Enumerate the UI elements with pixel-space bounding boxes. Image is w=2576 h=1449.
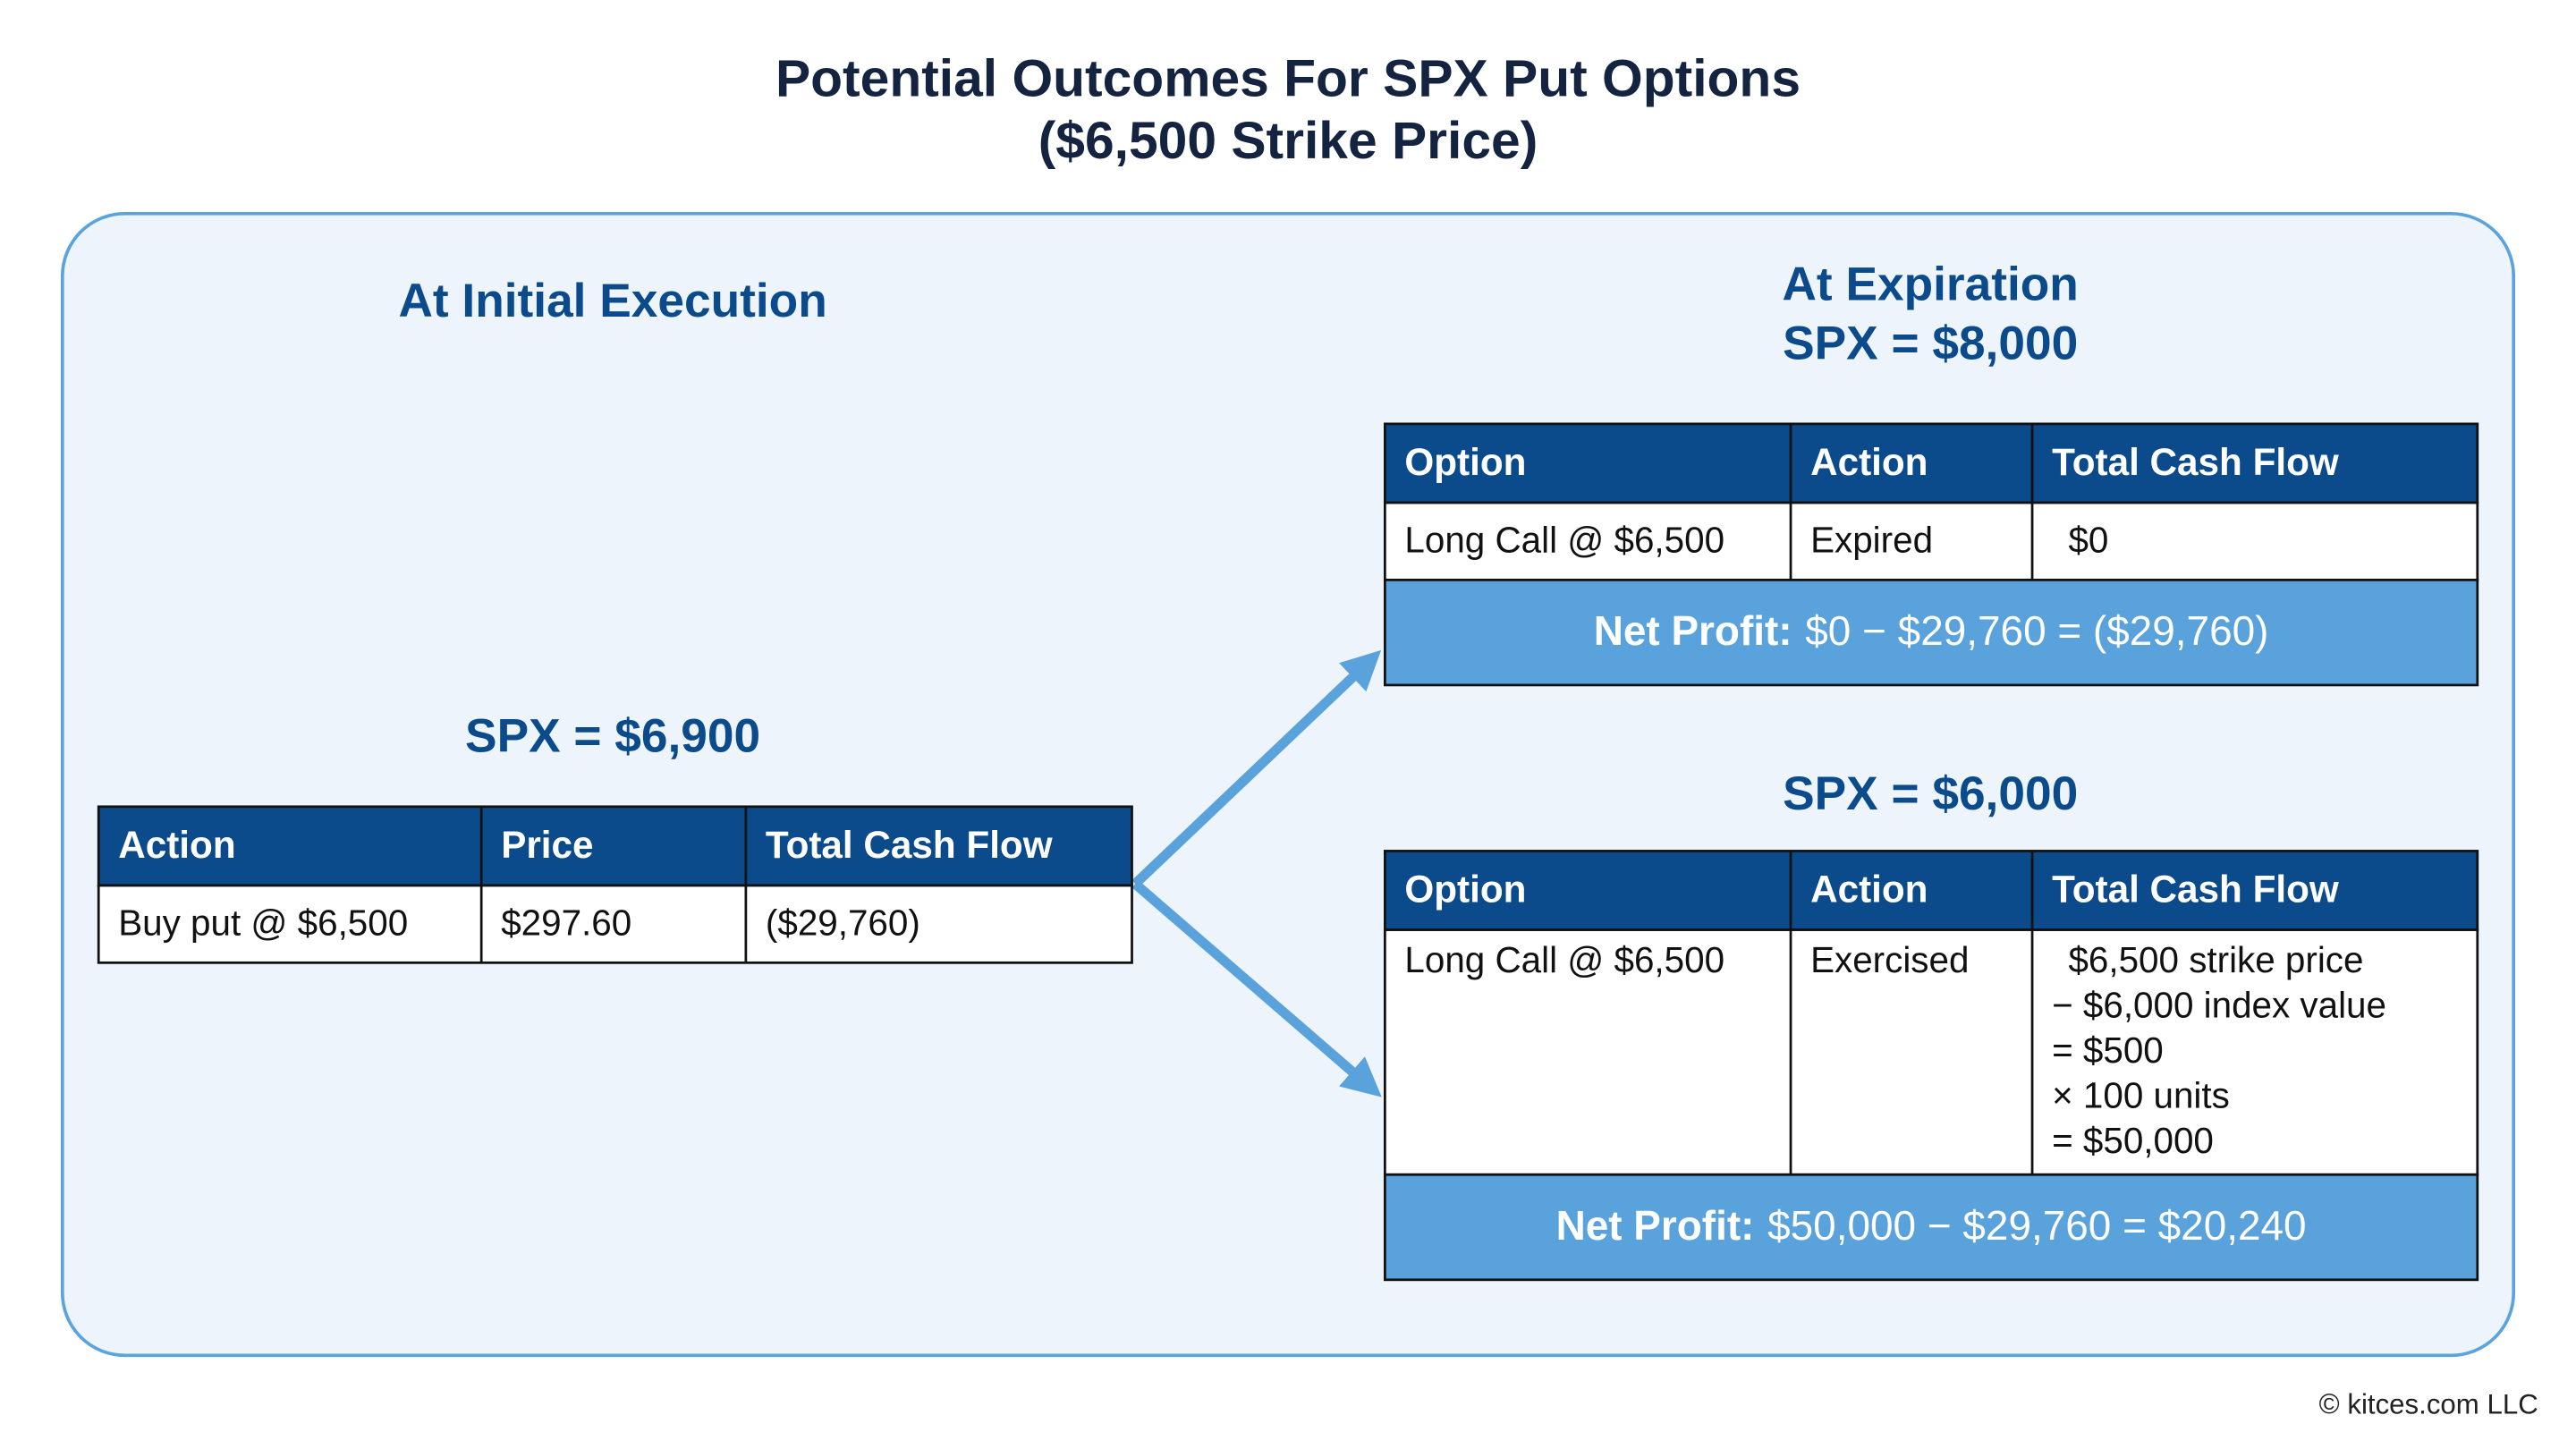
table-row [1383, 501, 2479, 581]
spx-label: SPX = $6,900 [465, 710, 760, 763]
net-profit: Net Profit: $0 − $29,760 = ($29,760) [1594, 607, 2269, 654]
table-header [97, 805, 1133, 887]
cell: $6,500 strike price [2068, 939, 2363, 980]
header-cell: Total Cash Flow [2052, 441, 2339, 483]
net-profit-row [1383, 578, 2479, 687]
net-profit-row [1383, 1173, 2479, 1282]
arrow [1131, 879, 1382, 1097]
header-cell: Total Cash Flow [2052, 869, 2339, 911]
footer: © kitces.com LLC [2319, 1388, 2538, 1419]
cell: ($29,760) [766, 902, 920, 944]
header-cell: Option [1404, 869, 1526, 911]
header-cell: Price [501, 824, 593, 866]
cell: Buy put @ $6,500 [118, 902, 408, 944]
cell: Exercised [1810, 939, 1969, 980]
cell: = $50,000 [2052, 1120, 2214, 1161]
cell: $297.60 [501, 902, 631, 944]
cell: × 100 units [2052, 1075, 2230, 1116]
header-cell: Total Cash Flow [766, 824, 1053, 866]
spx-label: SPX = $8,000 [1783, 318, 2078, 370]
table-row [97, 884, 1133, 964]
header-cell: Action [1810, 441, 1928, 483]
section-heading: At Initial Execution [398, 275, 826, 327]
title: Potential Outcomes For SPX Put Options [775, 49, 1801, 107]
cell: − $6,000 index value [2052, 985, 2386, 1026]
net-profit-text: $0 − $29,760 = ($29,760) [1805, 607, 2268, 654]
header-cell: Action [1810, 869, 1928, 911]
title: ($6,500 Strike Price) [1038, 112, 1538, 170]
net-profit-label: Net Profit: [1556, 1202, 1755, 1249]
header-cell: Action [118, 824, 235, 866]
header-cell: Option [1404, 441, 1526, 483]
section-heading: At Expiration [1782, 258, 2078, 310]
spx-label: SPX = $6,000 [1783, 767, 2078, 820]
cell: Expired [1810, 520, 1933, 561]
net-profit-label: Net Profit: [1594, 607, 1792, 654]
arrow [1131, 649, 1382, 888]
table-row [1383, 928, 2479, 1176]
net-profit-text: $50,000 − $29,760 = $20,240 [1767, 1202, 2306, 1249]
cell: Long Call @ $6,500 [1404, 939, 1724, 980]
cell: $0 [2068, 520, 2108, 561]
cell: Long Call @ $6,500 [1404, 520, 1724, 561]
net-profit: Net Profit: $50,000 − $29,760 = $20,240 [1556, 1202, 2307, 1249]
cell: = $500 [2052, 1030, 2164, 1071]
